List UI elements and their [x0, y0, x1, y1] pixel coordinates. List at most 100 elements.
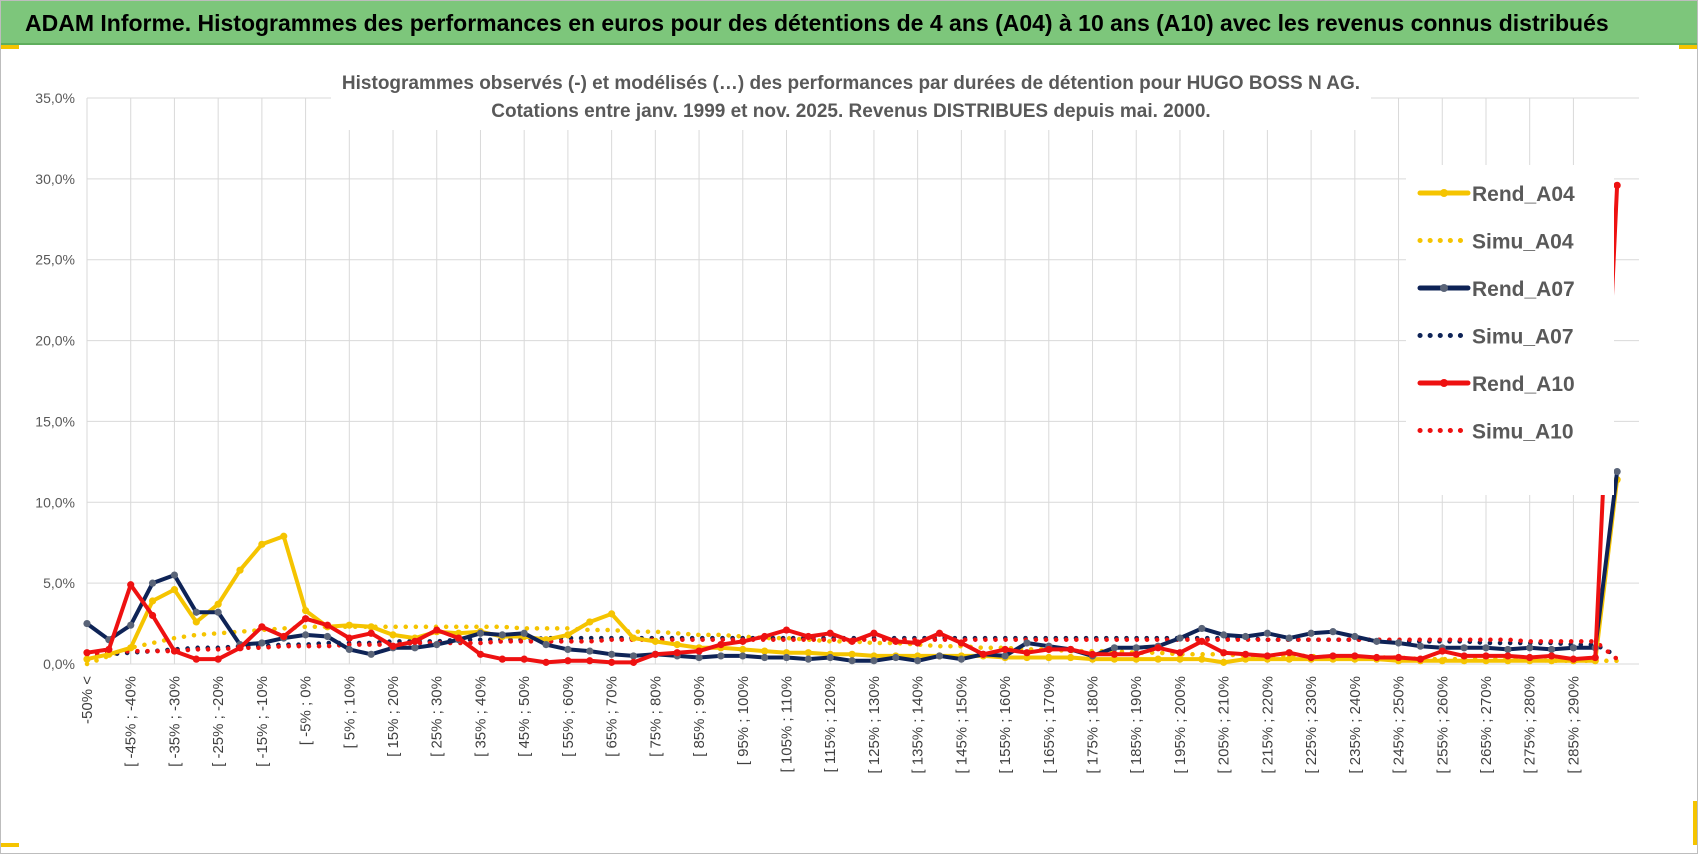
x-tick-label: [ 235% ; 240%	[1347, 676, 1364, 774]
data-point-rend-a04	[1438, 657, 1446, 665]
data-point-rend-a10	[1176, 649, 1184, 657]
y-tick-label: 10,0%	[35, 494, 75, 510]
data-point-rend-a04	[564, 631, 572, 639]
x-tick-label: [ -35% ; -30%	[166, 676, 183, 767]
data-point-rend-a07	[804, 655, 812, 663]
data-point-rend-a10	[411, 637, 419, 645]
x-tick-label: [ 265% ; 270%	[1478, 676, 1495, 774]
data-point-rend-a10	[782, 626, 791, 634]
x-tick-label: [ 245% ; 250%	[1391, 676, 1408, 774]
data-point-rend-a07	[1373, 637, 1381, 645]
legend-item-simu-a10: Simu_A10	[1417, 421, 1574, 444]
data-point-rend-a04	[586, 618, 594, 626]
data-point-rend-a10	[1329, 652, 1337, 660]
data-point-rend-a07	[433, 640, 441, 649]
x-tick-label: [ 115% ; 120%	[822, 676, 839, 772]
x-tick-label: [ 45% ; 50%	[516, 676, 533, 757]
x-tick-label: [ 15% ; 20%	[385, 676, 402, 757]
data-point-rend-a04	[651, 637, 659, 645]
data-point-rend-a07	[1351, 632, 1359, 641]
x-tick-label: [ 25% ; 30%	[429, 676, 446, 757]
data-point-rend-a07	[826, 653, 834, 662]
data-point-rend-a07	[564, 645, 572, 654]
data-point-rend-a07	[1569, 644, 1578, 652]
x-tick-label: [ 65% ; 70%	[604, 676, 621, 757]
data-point-rend-a07	[411, 644, 419, 652]
y-tick-label: 0,0%	[43, 656, 75, 672]
data-point-rend-a07	[1220, 631, 1228, 639]
data-point-rend-a07	[739, 652, 747, 660]
x-tick-label: [ 125% ; 130%	[866, 676, 883, 774]
series-rend-a07	[83, 467, 1621, 665]
data-point-rend-a04	[83, 655, 91, 663]
data-point-rend-a07	[127, 621, 135, 629]
data-point-rend-a04	[1176, 655, 1184, 663]
data-point-rend-a10	[651, 650, 659, 658]
data-point-rend-a10	[1504, 652, 1512, 660]
data-point-rend-a07	[1110, 644, 1118, 652]
data-point-rend-a04	[258, 540, 266, 548]
data-point-rend-a07	[498, 631, 506, 639]
data-point-rend-a07	[1241, 632, 1250, 641]
x-tick-label: [ 155% ; 160%	[997, 676, 1014, 774]
y-tick-label: 20,0%	[35, 333, 75, 349]
x-tick-label: [ 195% ; 200%	[1172, 676, 1189, 774]
data-point-rend-a10	[892, 637, 900, 645]
data-point-rend-a04	[170, 586, 179, 594]
data-point-rend-a07	[914, 657, 922, 665]
data-point-rend-a04	[1045, 653, 1053, 662]
data-point-rend-a07	[1132, 644, 1140, 652]
legend-marker-rend-a04	[1440, 189, 1448, 197]
gridlines	[86, 97, 1639, 665]
data-point-rend-a10	[1460, 652, 1468, 660]
data-point-rend-a04	[629, 634, 638, 642]
chart-title-line-2: Cotations entre janv. 1999 et nov. 2025.…	[491, 101, 1210, 122]
series-line-rend-a07	[85, 469, 1620, 663]
data-point-rend-a07	[761, 653, 769, 662]
data-point-rend-a10	[935, 629, 944, 637]
data-point-rend-a10	[957, 639, 965, 647]
data-point-rend-a07	[629, 652, 638, 660]
legend-label-simu-a07: Simu_A07	[1472, 326, 1574, 349]
data-point-rend-a10	[1198, 637, 1206, 645]
legend: Rend_A04 Simu_A04 Rend_A07 Simu_A07 Rend_A10…	[1406, 165, 1614, 495]
data-point-rend-a07	[192, 608, 200, 616]
data-point-rend-a10	[1241, 650, 1250, 658]
data-point-rend-a10	[1110, 650, 1118, 658]
data-point-rend-a10	[476, 650, 485, 658]
data-point-rend-a04	[673, 640, 681, 649]
data-point-rend-a07	[870, 657, 878, 665]
data-point-rend-a04	[1154, 655, 1162, 663]
x-tick-label: [ 285% ; 290%	[1565, 676, 1582, 774]
data-point-rend-a04	[192, 618, 200, 626]
data-point-rend-a04	[1198, 655, 1206, 663]
data-point-rend-a04	[214, 600, 222, 608]
data-point-rend-a04	[127, 644, 135, 652]
data-point-rend-a07	[935, 652, 944, 660]
data-point-rend-a07	[586, 647, 594, 655]
data-point-rend-a10	[848, 637, 856, 645]
legend-label-rend-a07: Rend_A07	[1472, 278, 1575, 301]
x-tick-label: [ 55% ; 60%	[560, 676, 577, 757]
x-tick-label: [ 105% ; 110%	[778, 676, 795, 772]
data-point-rend-a07	[1023, 639, 1031, 647]
data-point-rend-a07	[1482, 644, 1490, 652]
legend-label-simu-a04: Simu_A04	[1472, 231, 1574, 254]
x-tick-label: [ 5% ; 10%	[341, 676, 358, 749]
x-tick-label: [ 215% ; 220%	[1259, 676, 1276, 774]
data-point-rend-a07	[1547, 645, 1556, 654]
data-point-rend-a10	[1569, 655, 1578, 663]
x-tick-label: [ 35% ; 40%	[472, 676, 489, 757]
data-point-rend-a10	[498, 655, 506, 663]
data-point-rend-a10	[739, 637, 747, 645]
data-point-rend-a10	[914, 639, 922, 647]
data-point-rend-a10	[608, 658, 616, 666]
legend-label-rend-a10: Rend_A10	[1472, 373, 1575, 396]
legend-item-simu-a04: Simu_A04	[1417, 231, 1574, 254]
data-point-rend-a07	[1329, 628, 1337, 636]
data-point-rend-a10	[761, 632, 769, 641]
data-point-rend-a10	[1416, 655, 1425, 663]
data-point-rend-a10	[1154, 644, 1162, 652]
data-point-rend-a10	[1482, 652, 1490, 660]
